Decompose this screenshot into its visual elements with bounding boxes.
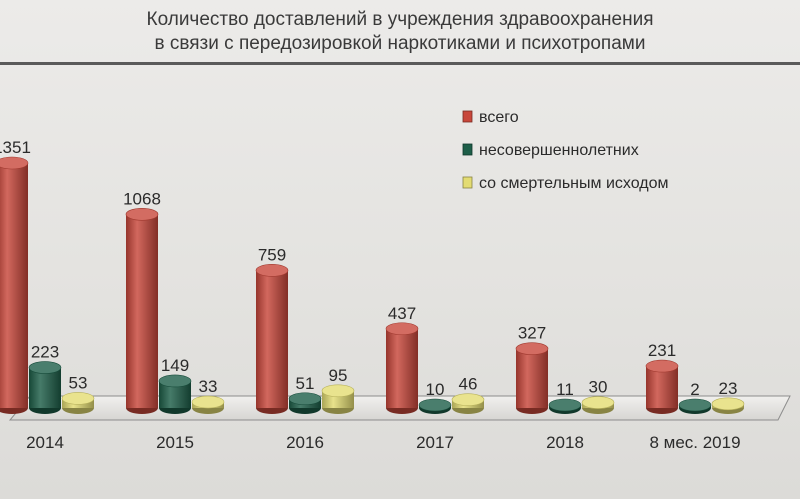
x-tick-label: 2016: [286, 433, 324, 452]
value-label: 95: [329, 366, 348, 385]
bar-со смертельным исходом-2016: [321, 384, 355, 414]
bar-несовершеннолетних-2017: [418, 398, 452, 414]
legend-item: со смертельным исходом: [462, 175, 668, 192]
title-divider: [0, 62, 800, 65]
bar-всего-2018: [515, 342, 549, 414]
value-label: 223: [31, 343, 59, 362]
bar-всего-2017: [385, 322, 419, 414]
value-label: 51: [296, 374, 315, 393]
legend-swatch: [462, 110, 473, 123]
value-label: 10: [426, 380, 445, 399]
value-label: 2: [690, 380, 699, 399]
value-label: 53: [69, 373, 88, 392]
bar-со смертельным исходом-2015: [191, 395, 225, 414]
legend-label: со смертельным исходом: [479, 175, 668, 192]
x-tick-labels-layer: 2014 2015 2016 2017 2018 8 мес. 2019: [26, 433, 740, 452]
bar-несовершеннолетних-2018: [548, 398, 582, 414]
legend: всего несовершеннолетних со смертельным ис…: [462, 109, 668, 192]
bar-всего-8 мес. 2019: [645, 359, 679, 414]
x-tick-label: 2014: [26, 433, 64, 452]
value-label: 33: [199, 377, 218, 396]
value-label: 759: [258, 245, 286, 264]
value-label: 46: [459, 375, 478, 394]
chart-title: Количество доставлений в учреждения здра…: [0, 8, 800, 56]
value-label: 437: [388, 304, 416, 323]
bar-несовершеннолетних-2014: [28, 361, 62, 414]
bar-со смертельным исходом-2017: [451, 393, 485, 414]
value-label: 327: [518, 324, 546, 343]
bar-со смертельным исходом-2014: [61, 392, 95, 414]
legend-label: несовершеннолетних: [479, 142, 639, 159]
legend-swatch: [462, 143, 473, 156]
chart-title-line-2: в связи с передозировкой наркотиками и п…: [154, 33, 646, 54]
value-label: 23: [719, 379, 738, 398]
bar-всего-2015: [125, 208, 159, 414]
value-label: 149: [161, 356, 189, 375]
legend-item: всего: [462, 109, 519, 126]
legend-label: всего: [479, 109, 519, 126]
value-label: 231: [648, 341, 676, 360]
chart-title-line-1: Количество доставлений в учреждения здра…: [146, 9, 654, 30]
x-tick-label: 8 мес. 2019: [649, 433, 740, 452]
x-tick-label: 2015: [156, 433, 194, 452]
bar-несовершеннолетних-2015: [158, 374, 192, 414]
value-labels-layer: 1351223531068149337595195437104632711302…: [0, 138, 737, 399]
bar-всего-2016: [255, 264, 289, 414]
value-label: 30: [589, 378, 608, 397]
x-tick-label: 2018: [546, 433, 584, 452]
bar-всего-2014: [0, 156, 29, 414]
bar-несовершеннолетних-8 мес. 2019: [678, 398, 712, 414]
legend-item: несовершеннолетних: [462, 142, 639, 159]
bar-несовершеннолетних-2016: [288, 392, 322, 414]
bar-со смертельным исходом-2018: [581, 396, 615, 414]
bar-со смертельным исходом-8 мес. 2019: [711, 397, 745, 414]
legend-swatch: [462, 176, 473, 189]
value-label: 1351: [0, 138, 31, 157]
value-label: 11: [556, 380, 574, 399]
bars-layer: [0, 156, 745, 414]
value-label: 1068: [123, 189, 161, 208]
x-tick-label: 2017: [416, 433, 454, 452]
